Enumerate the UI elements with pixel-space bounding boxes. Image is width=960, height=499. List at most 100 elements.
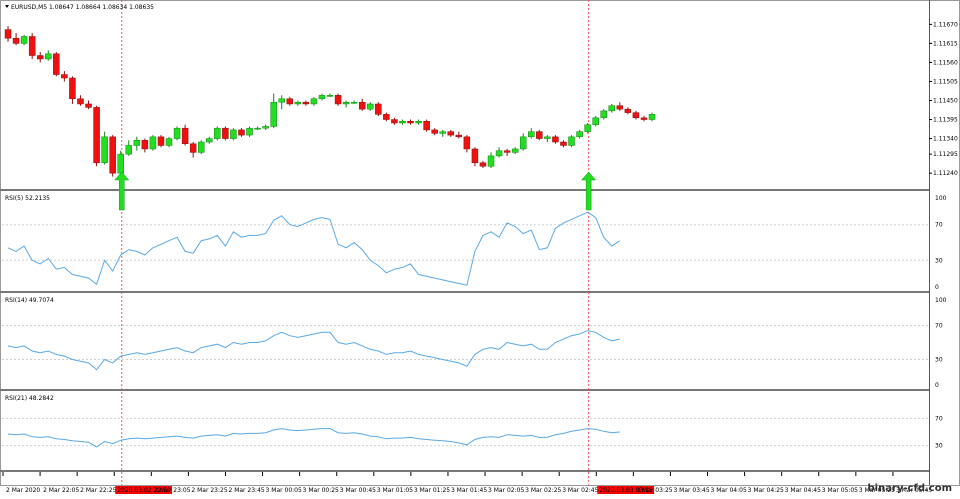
- rsi-line-rsi14: [7, 330, 620, 371]
- candle-bull[interactable]: [214, 127, 221, 139]
- rsi-panel-title: RSI(5) 52.2135: [5, 195, 50, 202]
- candle-bull[interactable]: [350, 101, 358, 104]
- candle-bear[interactable]: [463, 136, 471, 150]
- candle-bull[interactable]: [254, 127, 261, 130]
- time-axis-label: 3 Mar 02:45: [562, 487, 598, 494]
- candle-bull[interactable]: [544, 136, 551, 139]
- candle-bull[interactable]: [262, 126, 269, 129]
- candle-bull[interactable]: [342, 101, 350, 105]
- candle-bull[interactable]: [584, 124, 591, 132]
- candle-bear[interactable]: [503, 150, 511, 153]
- candle-bear[interactable]: [383, 114, 390, 120]
- candle-bear[interactable]: [109, 136, 116, 174]
- candle-bull[interactable]: [45, 53, 52, 60]
- candle-bear[interactable]: [624, 108, 632, 113]
- dropdown-triangle-icon[interactable]: [5, 5, 9, 8]
- candle-bull[interactable]: [318, 95, 326, 100]
- price-axis-label: 1.11670: [933, 21, 958, 28]
- candle-bear[interactable]: [391, 119, 398, 124]
- candle-bear[interactable]: [358, 101, 366, 110]
- candle-bull[interactable]: [149, 136, 157, 150]
- candle-bear[interactable]: [447, 131, 455, 136]
- rsi-level-label: 30: [935, 443, 943, 450]
- candle-bull[interactable]: [246, 127, 253, 136]
- candle-bull[interactable]: [294, 101, 302, 105]
- candle-bear[interactable]: [93, 107, 100, 164]
- candle-bear[interactable]: [640, 117, 648, 120]
- candle-bear[interactable]: [69, 77, 76, 100]
- candle-bear[interactable]: [479, 162, 487, 167]
- candle-bull[interactable]: [519, 136, 527, 150]
- candle-bull[interactable]: [101, 136, 108, 164]
- candle-bear[interactable]: [375, 103, 382, 115]
- candle-bear[interactable]: [77, 98, 84, 105]
- candle-bear[interactable]: [85, 103, 92, 108]
- time-axis-label: 2 Mar 23:05: [154, 487, 190, 494]
- time-axis-label: 3 Mar 00:05: [266, 487, 302, 494]
- candle-bear[interactable]: [238, 129, 245, 136]
- candle-bear[interactable]: [222, 127, 229, 139]
- candle-bear[interactable]: [28, 36, 36, 56]
- candle-bear[interactable]: [616, 105, 624, 110]
- candle-bear[interactable]: [181, 127, 189, 144]
- candle-bear[interactable]: [189, 143, 197, 153]
- time-axis-label: 2 Mar 23:45: [228, 487, 264, 494]
- candle-bear[interactable]: [141, 140, 149, 150]
- candle-bear[interactable]: [4, 29, 12, 39]
- candle-bull[interactable]: [568, 136, 575, 146]
- candle-bear[interactable]: [632, 112, 640, 119]
- candle-bear[interactable]: [536, 131, 543, 139]
- candle-bull[interactable]: [326, 95, 334, 97]
- candle-bull[interactable]: [206, 138, 213, 143]
- price-axis-label: 1.11560: [933, 59, 958, 66]
- candle-bull[interactable]: [117, 153, 124, 174]
- candle-bull[interactable]: [173, 127, 181, 139]
- candle-bear[interactable]: [407, 121, 414, 124]
- candle-bull[interactable]: [367, 103, 374, 110]
- candle-bear[interactable]: [302, 101, 310, 105]
- candle-bear[interactable]: [286, 98, 294, 105]
- candle-bull[interactable]: [270, 101, 277, 127]
- candle-bull[interactable]: [439, 131, 446, 134]
- candle-bull[interactable]: [576, 131, 583, 138]
- price-axis-label: 1.11295: [933, 151, 958, 158]
- candle-bull[interactable]: [511, 148, 519, 153]
- candle-bull[interactable]: [600, 110, 607, 119]
- candle-bull[interactable]: [133, 140, 141, 146]
- candle-bear[interactable]: [560, 141, 567, 146]
- candle-bear[interactable]: [157, 136, 165, 146]
- candle-bear[interactable]: [471, 148, 479, 164]
- time-axis-label: 3 Mar 01:05: [377, 487, 413, 494]
- candle-bull[interactable]: [528, 131, 535, 138]
- candle-bull[interactable]: [608, 105, 616, 112]
- time-axis-label: 2 Mar 22:25: [80, 487, 116, 494]
- candle-bull[interactable]: [310, 98, 318, 105]
- candle-bear[interactable]: [53, 53, 60, 75]
- candle-bear[interactable]: [334, 95, 342, 105]
- candle-bull[interactable]: [592, 117, 599, 125]
- candle-bear[interactable]: [431, 129, 438, 134]
- time-axis-label: 2 Mar 22:05: [43, 487, 79, 494]
- candle-bear[interactable]: [455, 134, 463, 138]
- candle-bear[interactable]: [552, 136, 559, 143]
- candle-bear[interactable]: [423, 121, 430, 131]
- candle-bull[interactable]: [125, 145, 133, 155]
- candle-bull[interactable]: [495, 150, 503, 157]
- candle-bear[interactable]: [36, 55, 44, 60]
- candle-bear[interactable]: [61, 74, 68, 79]
- candle-bull[interactable]: [487, 155, 495, 167]
- candle-bull[interactable]: [197, 141, 205, 153]
- candle-bull[interactable]: [20, 36, 28, 44]
- candle-bull[interactable]: [648, 114, 656, 120]
- time-axis-label: 3 Mar 05:25: [859, 487, 895, 494]
- candle-bull[interactable]: [399, 121, 406, 124]
- rsi-level-label: 0: [935, 382, 939, 389]
- candle-bear[interactable]: [12, 37, 20, 44]
- candle-bull[interactable]: [278, 98, 285, 103]
- candle-bull[interactable]: [415, 121, 422, 124]
- candle-bull[interactable]: [165, 138, 173, 146]
- rsi-panel-title: RSI(14) 49.7074: [5, 297, 54, 304]
- time-axis-label: 3 Mar 03:45: [673, 487, 709, 494]
- candle-bull[interactable]: [230, 129, 237, 139]
